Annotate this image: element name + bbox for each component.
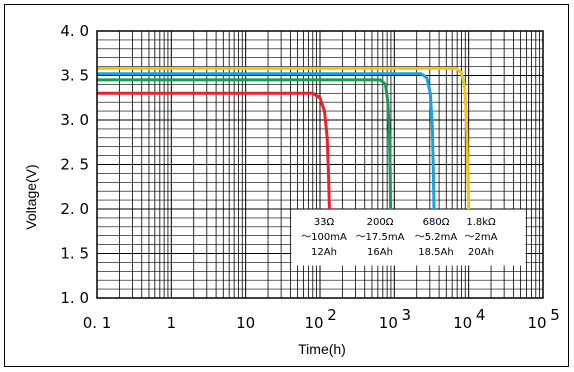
legend-entry-2-line-3: 16Ah (367, 247, 393, 258)
series-line-4 (97, 68, 469, 209)
x-axis-label: Time(h) (298, 341, 346, 357)
x-tick-exponent: 5 (550, 306, 560, 324)
legend-entry-4-line-1: 1.8kΩ (466, 217, 496, 228)
y-tick-label: 3. 0 (60, 111, 89, 129)
legend-entry-2-line-2: ～17.5mA (356, 232, 405, 243)
legend-entry-4-line-2: ～2mA (465, 232, 498, 243)
legend-entry-3-line-1: 680Ω (423, 217, 450, 228)
legend-entry-1-line-1: 33Ω (314, 217, 335, 228)
x-tick-label: 1 (167, 314, 177, 332)
legend-entry-3-line-3: 18.5Ah (418, 247, 453, 258)
x-tick-label: 0. 1 (83, 314, 112, 332)
y-tick-label: 3. 5 (60, 67, 89, 85)
legend-entry-1-line-2: ～100mA (301, 232, 347, 243)
y-tick-label: 4. 0 (60, 22, 89, 40)
series-layer (97, 68, 469, 209)
series-line-1 (97, 93, 329, 209)
legend-entry-2-line-1: 200Ω (367, 217, 394, 228)
y-tick-label: 1. 0 (60, 289, 89, 307)
x-tick-label: 10 (527, 314, 546, 332)
legend-entry-4-line-3: 20Ah (468, 247, 494, 258)
legend-entry-1-line-3: 12Ah (311, 247, 337, 258)
y-tick-label: 2. 5 (60, 156, 89, 174)
legend: 33Ω ～100mA 12Ah 200Ω ～17.5mA 16Ah 680Ω ～5.2mA 18… (292, 210, 525, 265)
y-tick-label: 1. 5 (60, 245, 89, 263)
x-tick-label: 10 (236, 314, 255, 332)
x-tick-label: 10 (379, 314, 398, 332)
x-tick-exponent: 4 (476, 306, 486, 324)
y-tick-label: 2. 0 (60, 200, 89, 218)
x-tick-exponent: 3 (402, 306, 412, 324)
x-tick-label: 10 (453, 314, 472, 332)
x-tick-exponent: 2 (327, 306, 337, 324)
x-tick-label: 10 (304, 314, 323, 332)
y-axis-label: Voltage(V) (23, 164, 39, 229)
series-line-2 (97, 80, 391, 209)
legend-entry-3-line-2: ～5.2mA (415, 232, 458, 243)
